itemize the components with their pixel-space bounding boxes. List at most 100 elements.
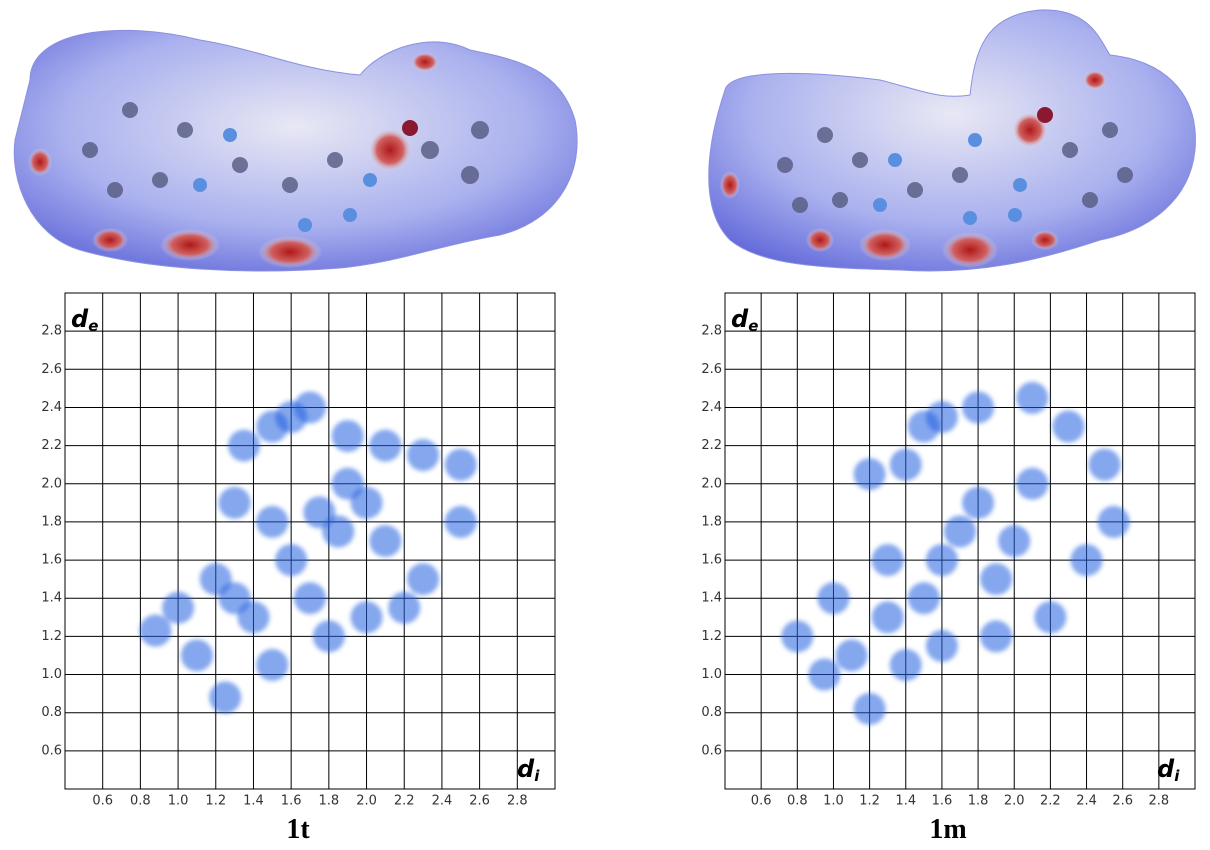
y-tick-label: 2.4 — [41, 400, 62, 415]
x-axis-label-sub: i — [534, 767, 540, 785]
point — [388, 591, 421, 624]
point — [275, 544, 308, 577]
point — [444, 448, 477, 481]
x-tick-label: 2.0 — [356, 794, 377, 809]
point — [444, 505, 477, 538]
x-tick-label: 1.0 — [168, 794, 189, 809]
y-axis-label: de — [71, 305, 98, 335]
x-tick-label: 1.6 — [932, 794, 953, 809]
point — [835, 639, 868, 672]
x-tick-label: 2.6 — [1112, 794, 1133, 809]
y-axis-label-sub: e — [748, 317, 758, 335]
point — [1070, 544, 1103, 577]
x-tick-label: 2.2 — [1040, 794, 1061, 809]
x-tick-label: 1.2 — [859, 794, 880, 809]
y-tick-label: 1.0 — [41, 667, 62, 682]
x-tick-label: 1.6 — [281, 794, 302, 809]
y-tick-label: 2.4 — [701, 400, 722, 415]
point — [925, 544, 958, 577]
point — [294, 391, 326, 424]
point — [1052, 410, 1085, 443]
y-tick-label: 2.2 — [41, 438, 62, 453]
point — [139, 614, 172, 647]
point — [218, 486, 251, 519]
point — [853, 692, 886, 725]
y-tick-label: 1.2 — [701, 629, 722, 644]
point — [369, 429, 402, 462]
y-tick-label: 1.2 — [41, 629, 62, 644]
point — [1088, 448, 1121, 481]
point-cloud — [781, 381, 1130, 725]
x-tick-label: 1.4 — [243, 794, 264, 809]
point — [781, 620, 814, 653]
point — [808, 658, 841, 691]
y-tick-label: 1.6 — [41, 553, 62, 568]
point — [871, 544, 904, 577]
chart-title: 1t — [286, 814, 310, 845]
x-tick-label: 1.4 — [895, 794, 916, 809]
point — [256, 505, 289, 538]
y-tick-label: 1.4 — [701, 591, 722, 606]
point — [889, 448, 922, 481]
x-tick-label: 2.6 — [469, 794, 490, 809]
y-tick-label: 1.8 — [701, 514, 722, 529]
point — [925, 629, 958, 662]
point — [998, 525, 1031, 557]
point — [1097, 505, 1130, 538]
y-tick-label: 2.0 — [701, 476, 722, 491]
x-tick-label: 2.4 — [432, 794, 453, 809]
point — [350, 601, 383, 634]
point — [407, 563, 440, 596]
point — [980, 620, 1013, 653]
point — [256, 649, 289, 681]
x-axis-label-main: d — [1157, 755, 1175, 783]
surface-1t — [13, 29, 578, 272]
point — [209, 681, 242, 714]
y-tick-label: 2.6 — [701, 362, 722, 377]
y-tick-label: 0.6 — [701, 743, 722, 758]
x-axis-label-sub: i — [1174, 767, 1180, 785]
point — [1016, 381, 1049, 414]
y-tick-label: 1.6 — [701, 553, 722, 568]
x-axis-label: di — [1157, 755, 1180, 785]
x-axis-label-main: d — [517, 755, 535, 783]
point — [889, 649, 922, 681]
surface-1m — [708, 9, 1196, 272]
y-tick-label: 2.8 — [41, 324, 62, 339]
x-tick-label: 1.0 — [823, 794, 844, 809]
x-tick-label: 0.8 — [130, 794, 151, 809]
y-tick-label: 1.4 — [41, 591, 62, 606]
y-tick-label: 1.0 — [701, 667, 722, 682]
point-cloud — [139, 391, 477, 714]
x-tick-label: 1.2 — [205, 794, 226, 809]
point — [162, 591, 195, 624]
point — [218, 582, 251, 615]
chart-title: 1m — [929, 814, 966, 845]
plot-frame — [64, 292, 556, 790]
point — [369, 525, 402, 557]
point — [294, 582, 326, 615]
x-tick-label: 2.8 — [507, 794, 528, 809]
point — [331, 420, 364, 453]
point — [962, 486, 995, 519]
y-tick-label: 2.0 — [41, 476, 62, 491]
y-tick-label: 2.2 — [701, 438, 722, 453]
point — [962, 391, 995, 424]
x-tick-label: 2.4 — [1076, 794, 1097, 809]
x-tick-label: 0.6 — [751, 794, 772, 809]
point — [907, 582, 940, 615]
point — [871, 601, 904, 634]
y-tick-label: 0.8 — [701, 705, 722, 720]
y-tick-label: 2.6 — [41, 362, 62, 377]
x-axis-label: di — [517, 755, 540, 785]
point — [180, 639, 213, 672]
point — [853, 458, 886, 491]
x-tick-label: 1.8 — [968, 794, 989, 809]
y-axis-label-main: d — [71, 305, 89, 333]
point — [925, 401, 958, 433]
point — [331, 467, 364, 500]
point — [407, 439, 440, 472]
y-axis-label: de — [731, 305, 758, 335]
x-tick-label: 2.2 — [394, 794, 415, 809]
